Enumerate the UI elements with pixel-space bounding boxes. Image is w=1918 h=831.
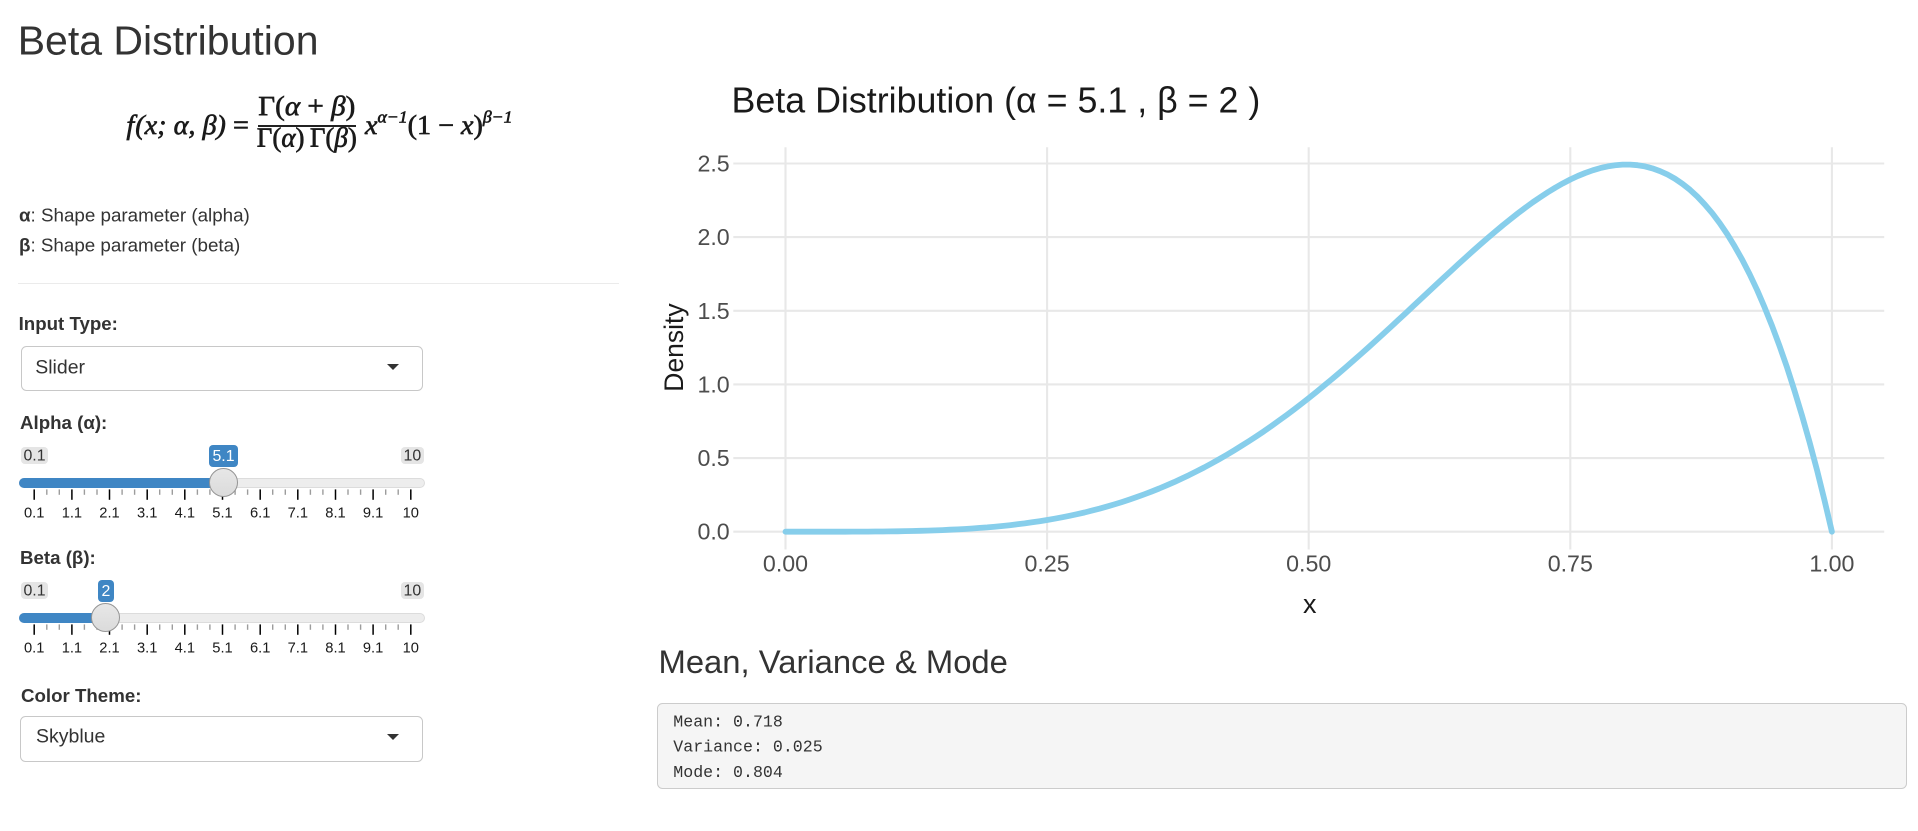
svg-text:Input Type:: Input Type: — [19, 313, 118, 334]
svg-text:5.1: 5.1 — [212, 506, 232, 522]
svg-text:0.1: 0.1 — [23, 448, 45, 465]
svg-text:Γ(α) Γ(β): Γ(α) Γ(β) — [257, 122, 357, 153]
svg-text:Mode: 0.804: Mode: 0.804 — [673, 763, 783, 782]
svg-text:f(x; α, β) =: f(x; α, β) = — [126, 109, 248, 140]
svg-text:0.5: 0.5 — [697, 445, 729, 471]
svg-text:α: Shape parameter (alpha): α: Shape parameter (alpha) — [19, 205, 250, 226]
svg-text:1.5: 1.5 — [697, 298, 729, 324]
svg-text:5.1: 5.1 — [212, 641, 232, 657]
svg-text:0.1: 0.1 — [24, 506, 44, 522]
svg-text:8.1: 8.1 — [325, 641, 345, 657]
svg-text:Variance: 0.025: Variance: 0.025 — [673, 738, 822, 757]
svg-text:10: 10 — [403, 641, 419, 657]
svg-text:1.00: 1.00 — [1809, 551, 1854, 577]
svg-text:Γ(α + β): Γ(α + β) — [258, 90, 355, 121]
svg-text:Beta Distribution: Beta Distribution — [18, 18, 319, 64]
svg-text:10: 10 — [404, 583, 422, 600]
svg-text:β: Shape parameter (beta): β: Shape parameter (beta) — [19, 234, 240, 255]
svg-text:Beta (β):: Beta (β): — [20, 547, 96, 568]
svg-text:6.1: 6.1 — [250, 506, 270, 522]
svg-text:0.75: 0.75 — [1548, 551, 1593, 577]
svg-text:3.1: 3.1 — [137, 506, 157, 522]
svg-text:7.1: 7.1 — [288, 506, 308, 522]
svg-text:Density: Density — [659, 303, 689, 392]
svg-text:10: 10 — [404, 448, 422, 465]
svg-text:9.1: 9.1 — [363, 641, 383, 657]
svg-text:0.50: 0.50 — [1286, 551, 1331, 577]
svg-text:9.1: 9.1 — [363, 506, 383, 522]
svg-text:0.1: 0.1 — [23, 583, 45, 600]
svg-text:0.0: 0.0 — [697, 519, 729, 545]
svg-text:7.1: 7.1 — [288, 641, 308, 657]
svg-text:1.1: 1.1 — [62, 506, 82, 522]
svg-text:2.5: 2.5 — [697, 151, 729, 177]
svg-text:0.25: 0.25 — [1025, 551, 1070, 577]
svg-text:2.0: 2.0 — [697, 224, 729, 250]
svg-text:10: 10 — [403, 506, 419, 522]
svg-text:Slider: Slider — [35, 357, 85, 379]
svg-text:Mean: 0.718: Mean: 0.718 — [673, 712, 783, 731]
svg-text:xα−1(1 − x)β−1: xα−1(1 − x)β−1 — [364, 108, 513, 141]
svg-text:Beta Distribution (α = 5.1 , β: Beta Distribution (α = 5.1 , β = 2 ) — [732, 80, 1261, 120]
svg-text:1.1: 1.1 — [62, 641, 82, 657]
svg-text:x: x — [1303, 589, 1317, 619]
svg-text:4.1: 4.1 — [175, 641, 195, 657]
svg-text:1.0: 1.0 — [697, 371, 729, 397]
svg-text:2: 2 — [101, 583, 110, 600]
svg-text:0.1: 0.1 — [24, 641, 44, 657]
svg-text:8.1: 8.1 — [325, 506, 345, 522]
svg-text:6.1: 6.1 — [250, 641, 270, 657]
svg-text:2.1: 2.1 — [99, 641, 119, 657]
svg-text:0.00: 0.00 — [763, 551, 808, 577]
svg-text:4.1: 4.1 — [175, 506, 195, 522]
svg-text:Alpha (α):: Alpha (α): — [20, 412, 107, 433]
svg-text:Skyblue: Skyblue — [36, 726, 105, 748]
svg-text:Color Theme:: Color Theme: — [21, 685, 141, 706]
svg-text:3.1: 3.1 — [137, 641, 157, 657]
svg-text:2.1: 2.1 — [99, 506, 119, 522]
svg-text:Mean, Variance & Mode: Mean, Variance & Mode — [659, 643, 1008, 680]
svg-text:5.1: 5.1 — [212, 448, 234, 465]
